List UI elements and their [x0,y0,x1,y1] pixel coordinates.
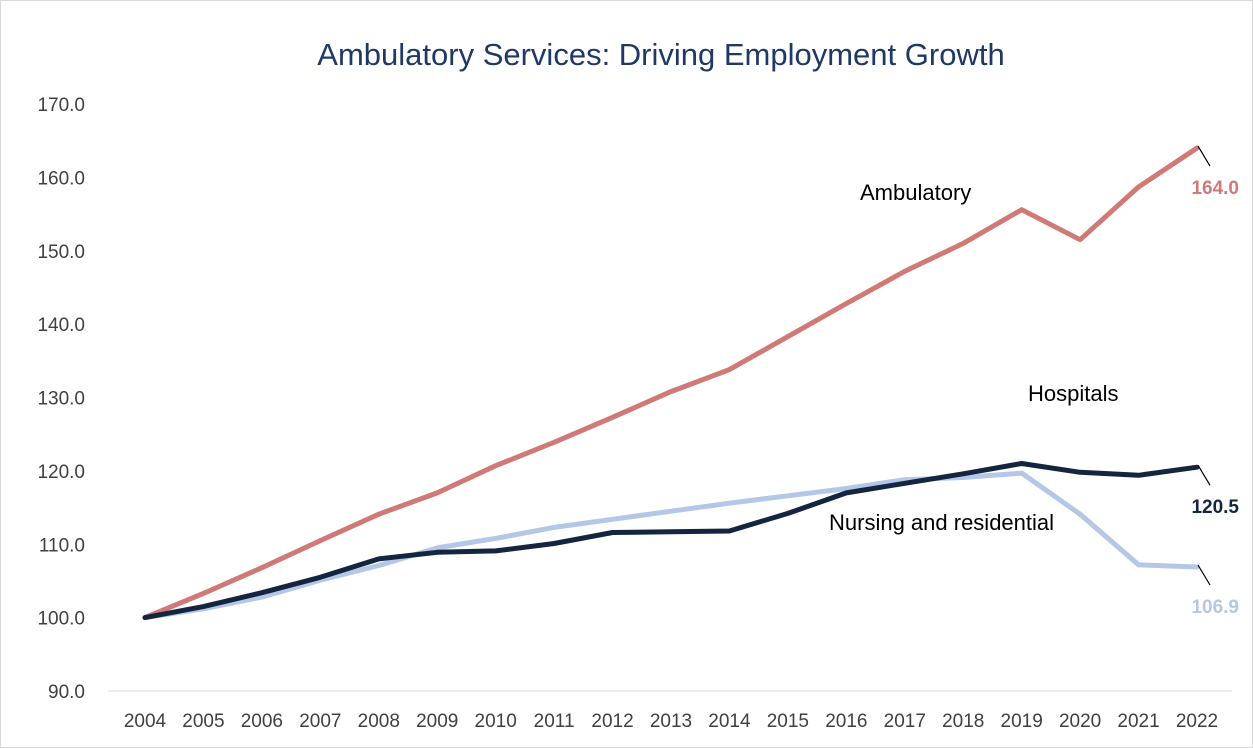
chart-title: Ambulatory Services: Driving Employment … [317,37,1004,72]
x-tick-label: 2018 [942,711,984,732]
x-tick-label: 2009 [416,711,458,732]
x-tick-label: 2008 [358,711,400,732]
x-tick-label: 2019 [1001,711,1043,732]
leader-line [1197,145,1211,167]
x-tick-label: 2017 [884,711,926,732]
x-tick-label: 2014 [708,711,751,732]
x-tick-label: 2021 [1117,711,1159,732]
x-tick-label: 2015 [767,711,809,732]
x-axis: 2004 2005 2006 2007 2008 2009 2010 2011 2012 2013… [124,711,1218,732]
y-tick-label: 120.0 [37,462,85,483]
x-tick-label: 2011 [534,711,575,732]
series-lines [142,145,1200,621]
x-tick-label: 2013 [650,711,692,732]
x-tick-label: 2020 [1059,711,1101,732]
y-tick-label: 100.0 [37,609,85,630]
series-label-nursing-and-residential: Nursing and residential [829,510,1054,535]
leader-line [1197,564,1211,586]
end-value-label: 106.9 [1191,597,1239,618]
x-tick-label: 2012 [591,711,633,732]
series-labels: Ambulatory Hospitals Nursing and residen… [829,180,1118,535]
x-tick-label: 2004 [124,711,167,732]
end-value-label: 164.0 [1191,178,1239,199]
y-tick-label: 170.0 [37,95,85,116]
x-tick-label: 2010 [475,711,517,732]
end-value-labels: 164.0 120.5 106.9 [1191,145,1239,618]
x-tick-label: 2006 [241,711,283,732]
y-tick-label: 90.0 [48,682,85,703]
series-label-ambulatory: Ambulatory [860,180,971,205]
y-tick-label: 160.0 [37,168,85,189]
y-tick-label: 150.0 [37,242,85,263]
y-axis: 90.0 100.0 110.0 120.0 130.0 140.0 150.0 160.0 1… [37,95,85,703]
end-value-label: 120.5 [1191,497,1239,518]
series-line-hospitals [142,461,1200,621]
leader-line [1197,464,1211,486]
y-tick-label: 140.0 [37,315,85,336]
series-line-nursing-and-residential [142,470,1200,621]
x-tick-label: 2007 [299,711,341,732]
y-tick-label: 110.0 [39,535,85,556]
x-tick-label: 2022 [1176,711,1218,732]
x-tick-label: 2016 [825,711,867,732]
series-label-hospitals: Hospitals [1028,381,1118,406]
series-line-ambulatory [142,145,1200,621]
x-tick-label: 2005 [182,711,224,732]
y-tick-label: 130.0 [37,389,85,410]
